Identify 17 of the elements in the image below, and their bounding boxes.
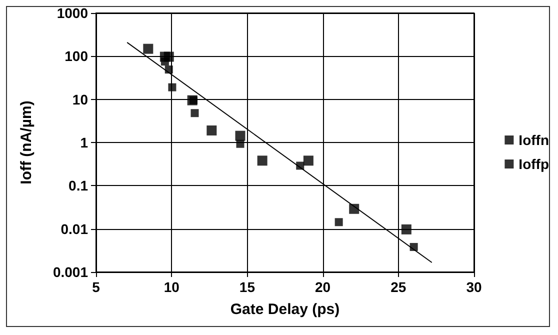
x-tick-label: 30 bbox=[466, 279, 482, 295]
x-tick-label: 10 bbox=[164, 279, 180, 295]
legend-label: Ioffp bbox=[518, 156, 550, 172]
y-tick-label: 1 bbox=[80, 134, 88, 150]
x-tick-label: 5 bbox=[92, 279, 100, 295]
x-tick-label: 20 bbox=[315, 279, 331, 295]
y-tick-label: 0.1 bbox=[68, 178, 88, 194]
y-axis-title: Ioff (nA/µm) bbox=[18, 100, 35, 184]
y-tick-label: 1000 bbox=[56, 5, 88, 21]
y-tick-label: 0.01 bbox=[60, 220, 88, 237]
y-tick-label: 100 bbox=[64, 48, 88, 64]
x-tick-label: 15 bbox=[239, 279, 256, 295]
x-tick-label: 25 bbox=[390, 279, 406, 295]
y-tick-label: 0.001 bbox=[52, 264, 88, 280]
legend-label: Ioffn bbox=[518, 132, 550, 148]
x-axis-title: Gate Delay (ps) bbox=[230, 301, 340, 318]
y-tick-label: 10 bbox=[72, 91, 88, 108]
